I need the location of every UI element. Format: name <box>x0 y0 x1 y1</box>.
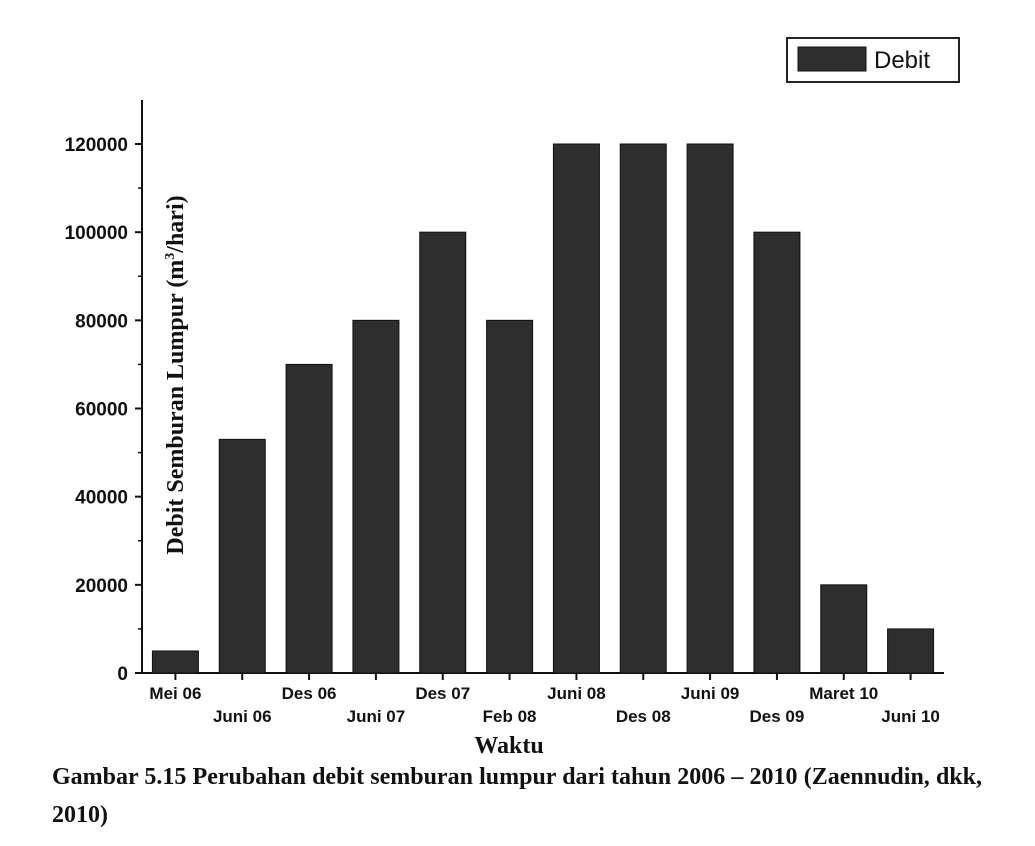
bar-juni-06 <box>218 438 266 674</box>
bar-des-07 <box>419 231 467 674</box>
x-tick-label: Feb 08 <box>483 707 537 726</box>
y-tick-label: 20000 <box>75 576 128 597</box>
bar-juni-07 <box>352 319 400 674</box>
bar-juni-10 <box>887 628 935 674</box>
y-tick-label: 60000 <box>75 400 128 421</box>
x-tick-label: Juni 06 <box>213 707 272 726</box>
x-tick-label: Juni 08 <box>547 684 606 703</box>
y-axis-title-main: Debit Semburan Lumpur (m <box>163 260 189 555</box>
y-tick-label: 0 <box>117 664 128 685</box>
bar-mei-06 <box>151 650 199 674</box>
y-tick-label: 80000 <box>75 311 128 332</box>
y-tick-label: 120000 <box>65 135 128 156</box>
x-axis-title: Waktu <box>474 733 543 759</box>
bar-des-06 <box>285 363 333 674</box>
y-ticks: 0 20000 40000 60000 80000 100000 120000 <box>65 135 142 685</box>
bar-juni-08 <box>552 143 600 674</box>
x-tick-label: Maret 10 <box>809 684 878 703</box>
y-axis-title: Debit Semburan Lumpur (m3/hari) <box>163 195 189 554</box>
bar-maret-10 <box>820 584 868 674</box>
x-tick-label: Juni 07 <box>347 707 406 726</box>
x-tick-label: Juni 09 <box>681 684 740 703</box>
chart-axes <box>141 100 944 674</box>
legend: Debit <box>786 37 960 83</box>
y-axis-title-unit: /hari) <box>163 195 189 253</box>
x-ticks: Mei 06 Juni 06 Des 06 Juni 07 Des 07 Feb 08 Ju… <box>149 673 940 726</box>
y-tick-label: 40000 <box>75 488 128 509</box>
bar-feb-08 <box>486 319 534 674</box>
bar-des-08 <box>619 143 667 674</box>
x-tick-label: Des 06 <box>282 684 337 703</box>
legend-label: Debit <box>874 47 930 74</box>
x-tick-label: Des 07 <box>415 684 470 703</box>
bar-juni-09 <box>686 143 734 674</box>
y-axis-title-superscript: 3 <box>163 253 178 260</box>
x-tick-label: Des 08 <box>616 707 671 726</box>
legend-swatch <box>797 46 867 72</box>
chart-svg: 0 20000 40000 60000 80000 100000 120000 Mei 06… <box>65 37 960 759</box>
figure-caption: Gambar 5.15 Perubahan debit semburan lum… <box>52 764 982 828</box>
x-tick-label: Des 09 <box>750 707 805 726</box>
y-tick-label: 100000 <box>65 223 128 244</box>
bar-des-09 <box>753 231 801 674</box>
bar-chart: 0 20000 40000 60000 80000 100000 120000 Mei 06… <box>65 37 960 759</box>
bars <box>151 143 935 674</box>
x-tick-label: Juni 10 <box>881 707 940 726</box>
x-tick-label: Mei 06 <box>149 684 201 703</box>
